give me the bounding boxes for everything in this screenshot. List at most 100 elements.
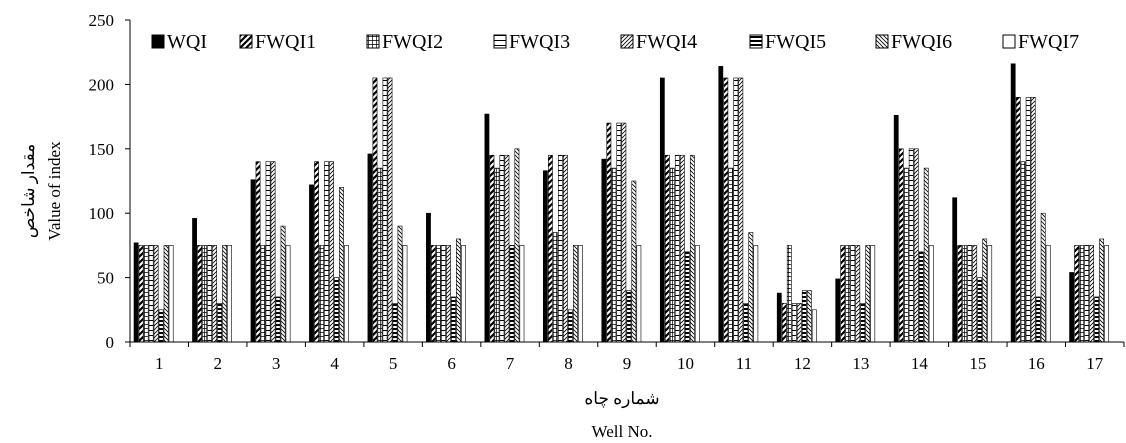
legend: WQI FWQI1 FWQI2 FWQI3 FWQI4 FWQI5 FWQI6 FWQI7: [151, 31, 1079, 53]
bar-wqi-well-16: [1010, 63, 1016, 343]
bar-fwqi5-well-2: [217, 303, 222, 343]
bar-fwqi7-well-4: [344, 245, 349, 343]
bar-fwqi2-well-9: [611, 167, 617, 343]
bar-fwqi7-well-7: [519, 245, 525, 343]
bar-fwqi4-well-12: [796, 303, 802, 343]
y-tick-label: 150: [89, 140, 115, 159]
bar-wqi-well-2: [192, 218, 197, 343]
bar-fwqi5-well-9: [626, 290, 632, 343]
bar-fwqi5-well-4: [334, 277, 339, 343]
bar-fwqi4-well-11: [738, 77, 744, 343]
bar-fwqi2-well-6: [436, 245, 441, 343]
x-tick-label: 7: [506, 354, 515, 373]
bar-wqi-well-9: [601, 158, 607, 343]
x-tick-label: 13: [852, 354, 869, 373]
bar-fwqi3-well-1: [148, 245, 154, 343]
bar-fwqi3-well-4: [324, 161, 329, 343]
bar-fwqi5-well-15: [977, 277, 983, 343]
bar-fwqi6-well-4: [339, 187, 344, 343]
bar-fwqi4-well-7: [504, 154, 510, 343]
x-tick-label: 4: [330, 354, 339, 373]
x-tick-label: 10: [677, 354, 694, 373]
bar-fwqi1-well-1: [138, 245, 144, 343]
bar-fwqi5-well-6: [451, 296, 456, 343]
bar-fwqi4-well-1: [153, 245, 159, 343]
x-axis-title-en: Well No.: [592, 422, 653, 441]
bar-fwqi2-well-12: [786, 245, 792, 343]
bar-fwqi4-well-10: [679, 154, 685, 343]
x-tick-label: 5: [389, 354, 398, 373]
bar-fwqi6-well-1: [163, 245, 169, 343]
bar-fwqi1-well-8: [547, 154, 553, 343]
x-tick-label: 6: [447, 354, 456, 373]
y-tick-label: 0: [106, 333, 115, 352]
bar-wqi-well-11: [718, 66, 724, 343]
legend-label-fwqi4: FWQI4: [636, 31, 697, 53]
legend-swatch-fwqi7: [1002, 34, 1016, 49]
bar-fwqi3-well-7: [499, 154, 505, 343]
bar-fwqi1-well-5: [372, 77, 378, 343]
bar-fwqi5-well-13: [860, 303, 866, 343]
bar-fwqi1-well-6: [431, 245, 436, 343]
bar-fwqi5-well-3: [275, 296, 281, 343]
bar-fwqi6-well-2: [222, 245, 227, 343]
bar-fwqi5-well-10: [684, 251, 690, 343]
bar-fwqi2-well-17: [1079, 245, 1085, 343]
bar-fwqi4-well-17: [1089, 245, 1095, 343]
bar-fwqi4-well-2: [212, 245, 217, 343]
bar-fwqi3-well-17: [1084, 245, 1090, 343]
bar-wqi-well-8: [542, 170, 548, 343]
bar-fwqi2-well-4: [319, 245, 324, 343]
bar-fwqi2-well-7: [494, 167, 500, 343]
bar-fwqi1-well-16: [1015, 96, 1021, 343]
bar-fwqi3-well-8: [557, 154, 563, 343]
x-tick-label: 14: [911, 354, 929, 373]
bar-fwqi1-well-14: [898, 148, 904, 343]
bar-fwqi2-well-8: [552, 232, 558, 343]
x-tick-label: 17: [1086, 354, 1104, 373]
bar-fwqi6-well-13: [865, 245, 871, 343]
bar-fwqi6-well-11: [748, 232, 754, 343]
bar-fwqi7-well-14: [928, 245, 934, 343]
bar-fwqi7-well-17: [1104, 245, 1110, 343]
bar-fwqi4-well-16: [1030, 96, 1036, 343]
bar-fwqi4-well-9: [621, 122, 627, 343]
bar-fwqi1-well-9: [606, 122, 612, 343]
legend-label-wqi: WQI: [167, 31, 207, 53]
bar-fwqi5-well-7: [509, 245, 515, 343]
x-tick-label: 11: [736, 354, 752, 373]
legend-label-fwqi7: FWQI7: [1018, 31, 1079, 53]
bar-wqi-well-7: [484, 113, 490, 343]
bar-fwqi1-well-12: [781, 303, 787, 343]
y-axis-title-en: Value of index: [45, 141, 64, 241]
bar-fwqi2-well-13: [845, 245, 851, 343]
bar-fwqi5-well-11: [743, 303, 749, 343]
bar-fwqi3-well-14: [908, 148, 914, 343]
bar-fwqi1-well-2: [197, 245, 202, 343]
x-tick-label: 8: [564, 354, 573, 373]
bar-fwqi1-well-17: [1074, 245, 1080, 343]
bar-fwqi3-well-11: [733, 77, 739, 343]
y-tick-label: 200: [89, 75, 115, 94]
legend-label-fwqi1: FWQI1: [255, 31, 316, 53]
bar-fwqi6-well-10: [689, 154, 695, 343]
bar-fwqi4-well-3: [270, 161, 276, 343]
bar-fwqi3-well-15: [967, 245, 973, 343]
bar-fwqi4-well-6: [446, 245, 451, 343]
bar-fwqi2-well-10: [669, 167, 675, 343]
bar-fwqi3-well-6: [441, 245, 446, 343]
bar-fwqi2-well-16: [1020, 161, 1026, 343]
bar-wqi-well-5: [367, 153, 373, 343]
bar-fwqi1-well-4: [314, 161, 319, 343]
bar-fwqi2-well-2: [202, 245, 207, 343]
bar-fwqi6-well-15: [982, 238, 988, 343]
bar-wqi-well-6: [426, 212, 431, 343]
bar-fwqi7-well-16: [1045, 245, 1051, 343]
bar-fwqi6-well-17: [1099, 238, 1105, 343]
bar-fwqi7-well-1: [168, 245, 174, 343]
bar-fwqi2-well-5: [377, 167, 383, 343]
bar-fwqi2-well-3: [260, 245, 266, 343]
bar-fwqi6-well-7: [514, 148, 520, 343]
